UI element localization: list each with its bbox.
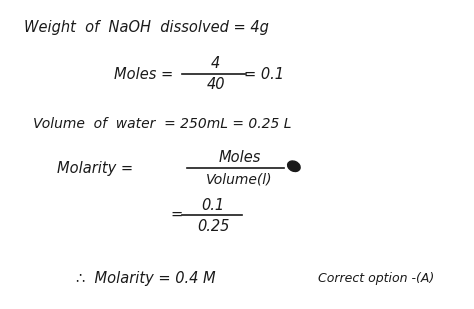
Text: Volume  of  water  = 250mL = 0.25 L: Volume of water = 250mL = 0.25 L [33,116,292,131]
Text: = 0.1: = 0.1 [244,67,284,82]
Text: 0.25: 0.25 [197,219,229,234]
Text: 0.1: 0.1 [202,198,225,213]
Text: 40: 40 [206,78,225,92]
Text: 4: 4 [211,56,220,71]
Text: Moles: Moles [218,150,261,165]
Text: Molarity =: Molarity = [57,161,133,176]
Text: Moles =: Moles = [114,67,173,82]
Text: Volume(l): Volume(l) [206,172,273,186]
Text: Correct option -(A): Correct option -(A) [318,272,434,285]
Text: ∴  Molarity = 0.4 M: ∴ Molarity = 0.4 M [76,271,216,286]
Text: Weight  of  NaOH  dissolved = 4g: Weight of NaOH dissolved = 4g [24,20,269,35]
Ellipse shape [288,161,300,171]
Text: =: = [171,207,183,222]
